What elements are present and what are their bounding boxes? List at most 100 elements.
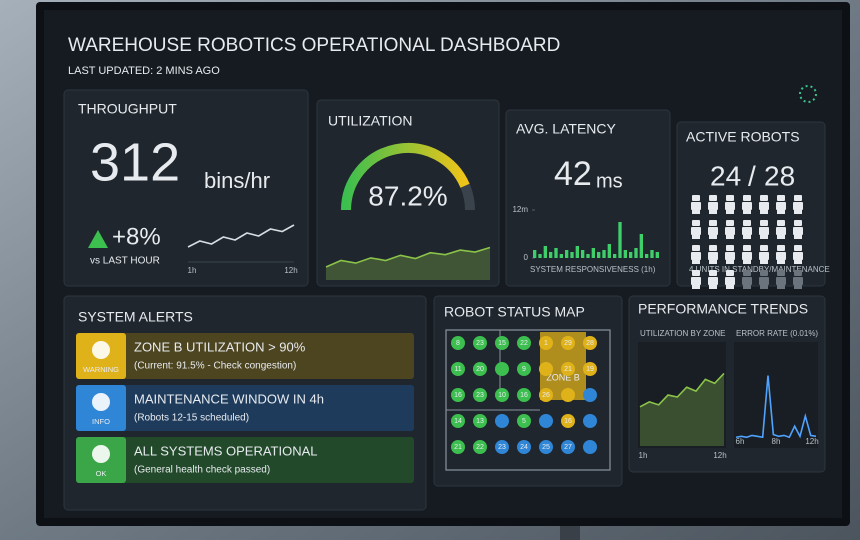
trend-line bbox=[325, 246, 491, 268]
robot-body bbox=[725, 277, 735, 285]
robot-marker bbox=[561, 388, 575, 402]
robot-head bbox=[760, 245, 768, 251]
robot-body bbox=[776, 277, 786, 285]
alert-icon bbox=[92, 341, 110, 359]
robot-head bbox=[777, 195, 785, 201]
robots-note: 4 UNITS IN STANDBY/MAINTENANCE bbox=[689, 265, 830, 274]
latency-bar bbox=[586, 254, 590, 258]
robot-label: 16 bbox=[564, 418, 572, 425]
robot-marker bbox=[583, 440, 597, 454]
latency-bar bbox=[554, 248, 558, 258]
robot-head bbox=[760, 270, 768, 276]
robot-label: 22 bbox=[476, 444, 484, 451]
robot-head bbox=[692, 270, 700, 276]
dashboard-title: WAREHOUSE ROBOTICS OPERATIONAL DASHBOARD bbox=[68, 35, 560, 56]
robot-body bbox=[742, 227, 752, 235]
x-label: 12h bbox=[713, 451, 726, 460]
robot-head bbox=[794, 220, 802, 226]
robot-marker bbox=[539, 440, 553, 454]
robot-icon bbox=[691, 270, 701, 289]
trends-util-label: UTILIZATION BY ZONE bbox=[640, 329, 726, 338]
robot-body bbox=[691, 277, 701, 285]
robot-legs bbox=[777, 210, 785, 214]
robot-label: 16 bbox=[454, 392, 462, 399]
latency-bar bbox=[570, 252, 574, 258]
robot-icon bbox=[793, 245, 803, 264]
utilization-card bbox=[316, 99, 500, 287]
robot-label: 23 bbox=[476, 392, 484, 399]
robot-body bbox=[725, 227, 735, 235]
robot-legs bbox=[743, 260, 751, 264]
robot-body bbox=[759, 277, 769, 285]
robot-legs bbox=[760, 260, 768, 264]
robot-marker bbox=[495, 388, 509, 402]
latency-bar bbox=[538, 254, 542, 258]
robot-label: 21 bbox=[454, 444, 462, 451]
robot-head bbox=[692, 245, 700, 251]
robot-marker bbox=[473, 388, 487, 402]
trend-panel bbox=[638, 342, 726, 448]
robot-marker bbox=[473, 440, 487, 454]
robot-label: 14 bbox=[454, 418, 462, 425]
robots-title: ACTIVE ROBOTS bbox=[686, 129, 800, 145]
latency-caption: SYSTEM RESPONSIVENESS (1h) bbox=[530, 265, 656, 274]
robot-legs bbox=[760, 235, 768, 239]
robot-label: 13 bbox=[476, 418, 484, 425]
robot-marker bbox=[495, 362, 509, 376]
robot-icon bbox=[776, 270, 786, 289]
robot-legs bbox=[692, 285, 700, 289]
robot-marker bbox=[583, 362, 597, 376]
robot-label: 24 bbox=[520, 444, 528, 451]
robot-icon bbox=[708, 220, 718, 239]
robot-marker bbox=[517, 336, 531, 350]
latency-bar bbox=[543, 246, 547, 258]
robot-head bbox=[709, 245, 717, 251]
robot-marker bbox=[561, 414, 575, 428]
map-title: ROBOT STATUS MAP bbox=[444, 304, 585, 320]
robot-marker bbox=[583, 414, 597, 428]
latency-bar bbox=[591, 248, 595, 258]
robot-legs bbox=[743, 210, 751, 214]
robot-marker bbox=[473, 414, 487, 428]
robot-marker bbox=[495, 414, 509, 428]
robot-head bbox=[777, 220, 785, 226]
robot-marker bbox=[539, 388, 553, 402]
robot-marker bbox=[495, 336, 509, 350]
robot-body bbox=[793, 227, 803, 235]
latency-bar bbox=[650, 250, 654, 258]
robot-body bbox=[793, 252, 803, 260]
robot-body bbox=[793, 202, 803, 210]
latency-bar bbox=[549, 252, 553, 258]
zone-label: ZONE B bbox=[546, 372, 580, 382]
robot-head bbox=[726, 245, 734, 251]
robot-marker bbox=[539, 414, 553, 428]
robot-icon bbox=[691, 195, 701, 214]
robot-label: 5 bbox=[522, 418, 526, 425]
robot-body bbox=[759, 227, 769, 235]
robot-icon bbox=[776, 245, 786, 264]
robot-label: 16 bbox=[520, 392, 528, 399]
robot-head bbox=[743, 195, 751, 201]
alert-row bbox=[76, 385, 414, 431]
robot-marker bbox=[561, 440, 575, 454]
alert-badge-label: INFO bbox=[92, 417, 110, 426]
throughput-title: THROUGHPUT bbox=[78, 101, 177, 117]
latency-bar bbox=[639, 234, 643, 258]
robot-legs bbox=[777, 260, 785, 264]
robot-legs bbox=[760, 285, 768, 289]
robot-body bbox=[776, 202, 786, 210]
robot-legs bbox=[692, 235, 700, 239]
robot-body bbox=[742, 277, 752, 285]
robot-body bbox=[691, 202, 701, 210]
robot-label: 8 bbox=[456, 340, 460, 347]
robot-icon bbox=[725, 245, 735, 264]
alert-detail: (General health check passed) bbox=[134, 465, 270, 476]
robots-total: 28 bbox=[764, 160, 795, 191]
trends-error-label: ERROR RATE (0.01%) bbox=[736, 329, 818, 338]
robot-body bbox=[708, 227, 718, 235]
robot-icon bbox=[691, 220, 701, 239]
alert-icon bbox=[92, 445, 110, 463]
robot-legs bbox=[726, 210, 734, 214]
y-tick-label: 12m bbox=[512, 205, 528, 214]
